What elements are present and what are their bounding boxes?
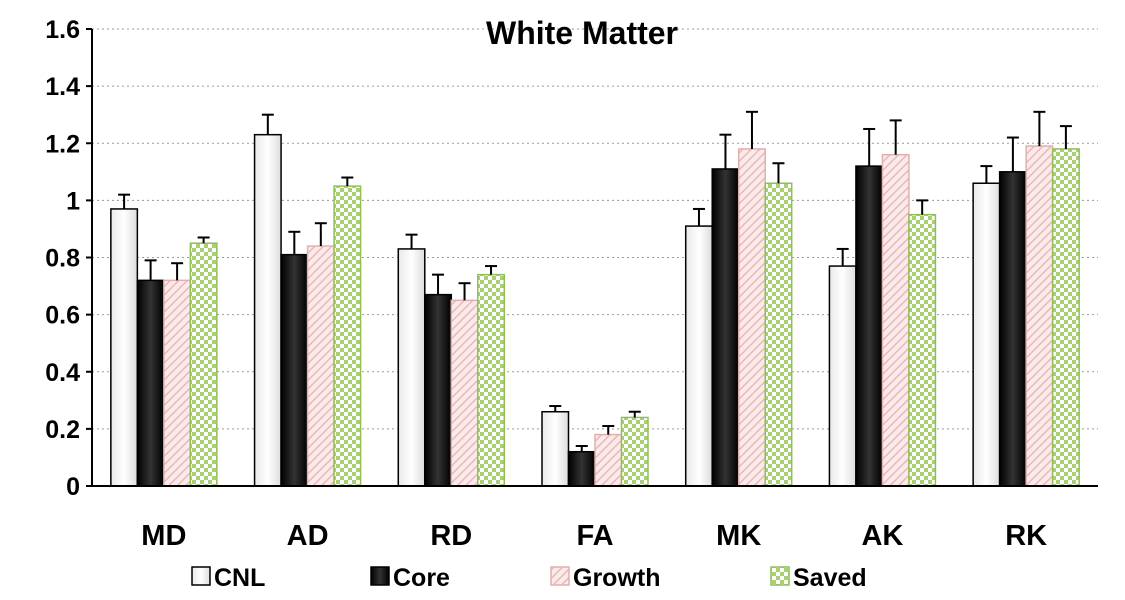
- bar-core-fa: [567, 450, 596, 487]
- bar-core-rd: [424, 293, 453, 487]
- bar-cnl-ad: [253, 133, 282, 487]
- bar-core-rk: [998, 171, 1027, 487]
- x-category-label: MD: [141, 520, 186, 552]
- bar-saved-ad: [333, 185, 362, 487]
- bar-growth-rd: [450, 299, 479, 487]
- x-category-label: MK: [716, 520, 761, 552]
- legend-swatch-core: [370, 566, 390, 586]
- bar-core-ak: [855, 165, 884, 487]
- legend: CNL Core Growth Saved: [191, 564, 867, 592]
- y-tick-label: 1.4: [45, 73, 80, 101]
- bar-cnl-rd: [397, 248, 426, 487]
- y-tick-label: 0.8: [45, 245, 80, 273]
- y-tick-label: 1.6: [45, 16, 80, 44]
- bar-growth-rk: [1025, 145, 1054, 487]
- legend-label-core: Core: [393, 564, 450, 592]
- legend-label-saved: Saved: [793, 564, 867, 592]
- bars: [110, 133, 1080, 487]
- bar-growth-ad: [306, 245, 335, 487]
- chart-title: White Matter: [486, 15, 678, 51]
- bar-saved-fa: [620, 416, 649, 487]
- y-tick-label: 0.4: [45, 359, 80, 387]
- legend-swatch-cnl: [191, 566, 211, 586]
- gridlines: [92, 28, 1098, 430]
- bar-saved-md: [189, 242, 218, 487]
- y-tick-label: 1: [66, 187, 80, 215]
- bar-growth-md: [163, 279, 192, 487]
- x-category-label: RK: [1005, 520, 1047, 552]
- x-category-label: RD: [430, 520, 472, 552]
- y-tick-label: 0.2: [45, 416, 80, 444]
- legend-label-growth: Growth: [573, 564, 661, 592]
- bar-cnl-md: [110, 208, 139, 487]
- y-tick-labels: 0 0.2 0.4 0.6 0.8 1 1.2 1.4 1.6: [45, 16, 92, 501]
- bar-cnl-fa: [541, 410, 570, 487]
- x-category-labels: MD AD RD FA MK AK RK: [141, 520, 1047, 552]
- bar-core-md: [136, 279, 165, 487]
- bar-core-ad: [280, 253, 309, 487]
- bar-core-mk: [711, 168, 740, 487]
- x-category-label: AK: [861, 520, 903, 552]
- legend-swatch-saved: [770, 566, 790, 586]
- bar-growth-fa: [594, 433, 623, 487]
- bar-cnl-rk: [972, 182, 1001, 487]
- x-category-label: FA: [576, 520, 613, 552]
- x-category-label: AD: [287, 520, 329, 552]
- bar-saved-ak: [908, 213, 937, 487]
- y-tick-label: 0: [66, 473, 80, 501]
- bar-growth-ak: [881, 153, 910, 487]
- legend-label-cnl: CNL: [214, 564, 265, 592]
- bar-saved-mk: [764, 182, 793, 487]
- legend-swatch-growth: [550, 566, 570, 586]
- bar-cnl-ak: [828, 265, 857, 487]
- bar-growth-mk: [737, 148, 766, 487]
- y-tick-label: 1.2: [45, 130, 80, 158]
- error-bars: [118, 110, 1072, 452]
- bar-saved-rk: [1051, 148, 1080, 487]
- y-tick-label: 0.6: [45, 302, 80, 330]
- bar-saved-rd: [477, 273, 506, 487]
- bar-cnl-mk: [684, 225, 713, 487]
